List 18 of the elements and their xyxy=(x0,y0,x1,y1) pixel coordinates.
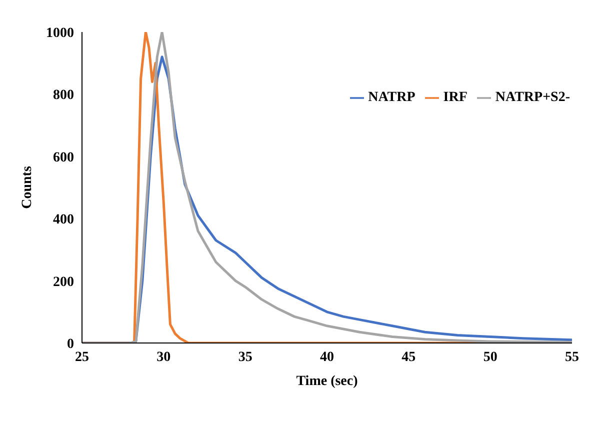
x-axis-title: Time (sec) xyxy=(296,374,358,389)
y-tick-label: 600 xyxy=(53,150,74,166)
y-axis-title: Counts xyxy=(20,166,35,209)
y-tick-label: 400 xyxy=(53,212,74,228)
x-tick-label: 40 xyxy=(320,350,334,365)
legend-label: IRF xyxy=(443,90,468,105)
x-tick-label: 30 xyxy=(156,350,171,365)
y-tick-label: 800 xyxy=(53,88,74,104)
x-tick-label: 45 xyxy=(402,350,416,365)
legend-label: NATRP+S2- xyxy=(495,90,570,105)
x-tick-label: 50 xyxy=(483,350,498,365)
y-tick-label: 200 xyxy=(53,274,74,290)
x-tick-label: 55 xyxy=(565,350,579,365)
y-tick-label: 0 xyxy=(67,336,74,352)
x-tick-label: 35 xyxy=(238,350,252,365)
legend-label: NATRP xyxy=(368,90,416,105)
y-tick-label: 1000 xyxy=(46,26,74,41)
x-tick-label: 25 xyxy=(75,350,89,365)
